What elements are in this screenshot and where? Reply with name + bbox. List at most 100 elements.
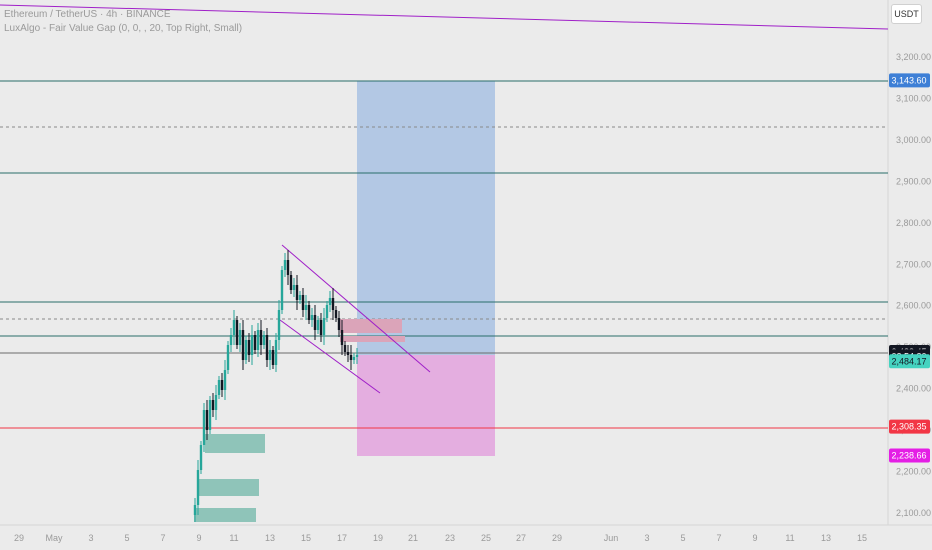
candle (334, 306, 338, 322)
time-tick-label: 3 (88, 533, 93, 543)
time-tick-label: 29 (14, 533, 24, 543)
price-tick-label: 2,900.00 (896, 176, 931, 186)
candle (205, 400, 209, 440)
candle (250, 325, 254, 365)
candle (217, 376, 221, 399)
entry-price-tag: 2,484.17 (889, 354, 930, 369)
candle (253, 331, 257, 354)
candle (274, 333, 278, 372)
candle (349, 345, 353, 370)
price-tick-label: 2,200.00 (896, 467, 931, 477)
candle (229, 328, 233, 352)
time-tick-label: Jun (604, 533, 619, 543)
candle (208, 396, 212, 434)
time-tick-label: 11 (229, 533, 238, 543)
time-tick-label: 5 (680, 533, 685, 543)
price-tick-label: 2,400.00 (896, 384, 931, 394)
candle (196, 460, 200, 515)
candle (283, 253, 287, 277)
indicator-title[interactable]: LuxAlgo - Fair Value Gap (0, 0, , 20, To… (4, 23, 243, 34)
time-tick-label: 17 (337, 533, 347, 543)
entry-price-tag-text: 2,484.17 (891, 356, 926, 366)
candle (244, 336, 248, 364)
time-tick-label: 19 (373, 533, 383, 543)
candle (343, 341, 347, 356)
time-tick-label: 21 (408, 533, 418, 543)
candle (235, 316, 239, 349)
support-price-tag: 2,308.35 (889, 419, 930, 434)
time-tick-label: 23 (445, 533, 455, 543)
chart-legend: Ethereum / TetherUS · 4h · BINANCE LuxAl… (4, 8, 242, 36)
candle (265, 328, 269, 367)
candle (316, 316, 320, 334)
candle (232, 310, 236, 345)
long-term-trendline[interactable] (0, 4, 889, 30)
candle (298, 291, 302, 304)
candle (259, 320, 263, 355)
bull-fvg-box-2[interactable] (197, 479, 259, 496)
candle (310, 308, 314, 327)
bull-fvg-box-1[interactable] (205, 434, 265, 453)
time-tick-label: 13 (265, 533, 275, 543)
candle (289, 271, 293, 294)
candle (304, 295, 308, 320)
candle (277, 300, 281, 350)
price-axis-tags: 3,143.602,488.4502:54:302,484.172,308.35… (889, 73, 930, 463)
candle (247, 333, 251, 362)
candle (226, 341, 230, 374)
candle (346, 345, 350, 362)
target-zone[interactable] (357, 81, 495, 355)
bear-fvg-box-1[interactable] (340, 319, 402, 333)
candle (325, 301, 329, 322)
time-tick-label: May (45, 533, 63, 543)
price-tick-label: 2,700.00 (896, 259, 931, 269)
price-axis-panel[interactable] (888, 0, 932, 525)
time-tick-label: 29 (552, 533, 562, 543)
stop-price-tag: 2,238.66 (889, 448, 930, 463)
candle (313, 305, 317, 340)
candle (238, 323, 242, 352)
time-tick-label: 7 (160, 533, 165, 543)
price-tick-label: 2,100.00 (896, 508, 931, 518)
candle (328, 291, 332, 312)
candle (256, 323, 260, 357)
stop-price-tag-text: 2,238.66 (891, 451, 926, 461)
support-price-tag-text: 2,308.35 (891, 422, 926, 432)
candle (307, 301, 311, 324)
bull-fvg-box-3[interactable] (194, 508, 256, 522)
channel-upper-line[interactable] (281, 244, 431, 373)
candle (280, 266, 284, 314)
candle (211, 393, 215, 417)
candle (202, 403, 206, 452)
time-tick-label: 15 (301, 533, 311, 543)
time-tick-label: 15 (857, 533, 867, 543)
candle (337, 311, 341, 337)
candle (355, 348, 359, 364)
candle (331, 288, 335, 320)
time-tick-label: 3 (644, 533, 649, 543)
bear-fvg-box-2[interactable] (340, 336, 405, 342)
candle (268, 340, 272, 370)
time-tick-label: 5 (124, 533, 129, 543)
channel-lower-line[interactable] (279, 319, 381, 394)
symbol-title[interactable]: Ethereum / TetherUS · 4h · BINANCE (4, 9, 171, 20)
candle (295, 275, 299, 310)
stop-zone[interactable] (357, 355, 495, 456)
candle (352, 353, 356, 364)
candlestick-series[interactable] (193, 250, 359, 522)
time-tick-label: 9 (196, 533, 201, 543)
time-tick-label: 11 (785, 533, 794, 543)
candle (292, 278, 296, 297)
time-tick-label: 25 (481, 533, 491, 543)
candle (241, 320, 245, 370)
candle (322, 308, 326, 345)
time-tick-label: 7 (716, 533, 721, 543)
currency-button[interactable]: USDT (891, 4, 922, 24)
price-tick-label: 3,200.00 (896, 52, 931, 62)
candle (214, 385, 218, 420)
candle (340, 320, 344, 355)
time-tick-label: 9 (752, 533, 757, 543)
candle (220, 373, 224, 397)
